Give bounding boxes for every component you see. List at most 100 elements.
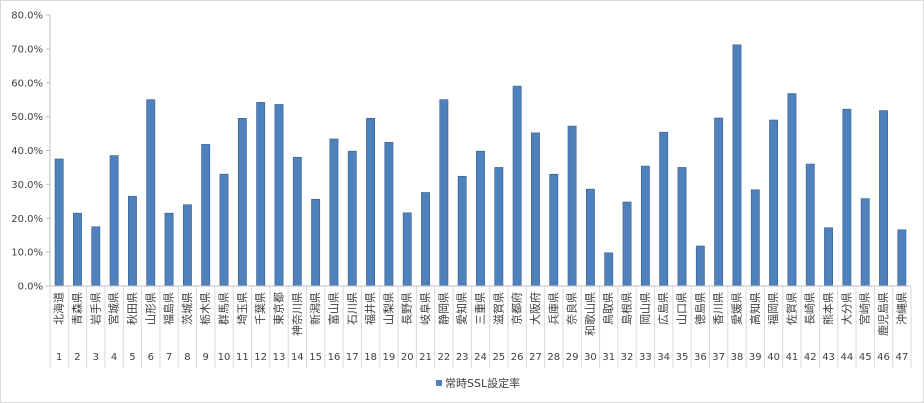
x-category-label: 宮崎県 bbox=[858, 292, 872, 325]
x-index-label: 35 bbox=[676, 352, 689, 363]
bar-44 bbox=[842, 108, 852, 287]
x-index-label: 41 bbox=[786, 352, 799, 363]
x-index-label: 2 bbox=[74, 352, 80, 363]
bar-28 bbox=[549, 173, 559, 287]
legend-swatch bbox=[436, 380, 442, 386]
x-index-label: 16 bbox=[328, 352, 341, 363]
bar-16 bbox=[329, 138, 339, 287]
x-category-label: 神奈川県 bbox=[290, 292, 304, 336]
bar-15 bbox=[311, 198, 321, 287]
x-category-label: 島根県 bbox=[620, 292, 634, 325]
x-category-label: 奈良県 bbox=[565, 292, 579, 325]
bar-29 bbox=[567, 125, 577, 287]
x-category-label: 福岡県 bbox=[766, 292, 780, 325]
bar-42 bbox=[805, 163, 815, 287]
x-index-label: 36 bbox=[694, 352, 707, 363]
x-index-label: 5 bbox=[129, 352, 135, 363]
x-index-label: 45 bbox=[859, 352, 872, 363]
x-index-label: 34 bbox=[657, 352, 670, 363]
bar-19 bbox=[384, 142, 394, 287]
x-index-label: 18 bbox=[364, 352, 377, 363]
bar-20 bbox=[402, 212, 412, 287]
x-category-label: 大阪府 bbox=[528, 292, 542, 325]
bar-12 bbox=[256, 102, 266, 287]
y-tick-label: 60.0% bbox=[11, 78, 43, 89]
x-category-label: 滋賀県 bbox=[492, 292, 505, 325]
y-axis: 0.0% 10.0% 20.0% 30.0% 40.0% 50.0% 60.0% 70.0% 8… bbox=[11, 11, 51, 293]
x-category-label: 青森県 bbox=[70, 292, 84, 325]
legend: 常時SSL設定率 bbox=[436, 376, 520, 390]
x-index-label: 25 bbox=[492, 352, 505, 363]
bar-46 bbox=[879, 110, 888, 287]
bar-40 bbox=[769, 119, 779, 287]
x-index-label: 9 bbox=[203, 352, 209, 363]
x-category-label: 熊本県 bbox=[821, 292, 835, 325]
x-category-label: 新潟県 bbox=[308, 292, 322, 325]
x-category-label: 福井県 bbox=[363, 292, 377, 325]
x-category-label: 埼玉県 bbox=[235, 292, 249, 325]
x-category-label: 静岡県 bbox=[436, 292, 450, 325]
y-tick-label: 40.0% bbox=[11, 146, 43, 157]
x-category-label: 佐賀県 bbox=[784, 292, 798, 325]
bar-8 bbox=[182, 204, 192, 287]
x-index-label: 20 bbox=[401, 352, 414, 363]
y-tick-label: 0.0% bbox=[18, 282, 43, 293]
x-index-label: 11 bbox=[236, 352, 249, 363]
bar-37 bbox=[714, 117, 724, 287]
bar-41 bbox=[787, 93, 797, 287]
bar-30 bbox=[585, 188, 595, 287]
x-index-label: 10 bbox=[218, 352, 231, 363]
x-category-label: 秋田県 bbox=[125, 292, 139, 325]
x-index-label: 8 bbox=[184, 352, 190, 363]
bar-39 bbox=[750, 189, 760, 287]
x-index-label: 30 bbox=[584, 352, 597, 363]
x-category-label: 石川県 bbox=[346, 292, 359, 325]
x-index-label: 32 bbox=[621, 352, 634, 363]
bar-23 bbox=[457, 175, 467, 287]
x-index-label: 40 bbox=[767, 352, 780, 363]
x-category-label: 香川県 bbox=[712, 292, 725, 325]
bar-26 bbox=[512, 85, 522, 287]
x-index-label: 21 bbox=[419, 352, 432, 363]
x-category-label: 鹿児島県 bbox=[876, 292, 890, 336]
x-category-label: 群馬県 bbox=[217, 292, 231, 325]
x-category-label: 高知県 bbox=[748, 292, 762, 325]
x-index-label: 42 bbox=[804, 352, 817, 363]
bar-24 bbox=[476, 150, 485, 287]
x-category-label: 大分県 bbox=[839, 292, 853, 325]
x-category-label: 兵庫県 bbox=[546, 292, 560, 325]
x-index-label: 3 bbox=[93, 352, 99, 363]
x-category-label: 和歌山県 bbox=[583, 292, 597, 336]
x-index-label: 39 bbox=[749, 352, 762, 363]
x-index-label: 24 bbox=[474, 352, 487, 363]
x-category-label: 山形県 bbox=[144, 292, 157, 325]
bar-10 bbox=[219, 173, 229, 287]
x-category-label: 長崎県 bbox=[803, 292, 817, 325]
x-category-label: 茨城県 bbox=[180, 292, 194, 325]
x-index-label: 38 bbox=[731, 352, 744, 363]
bar-7 bbox=[164, 212, 174, 287]
x-index-label: 19 bbox=[383, 352, 396, 363]
x-category-label: 三重県 bbox=[473, 292, 487, 325]
bar-45 bbox=[860, 198, 870, 287]
bar-3 bbox=[91, 226, 101, 287]
x-category-label: 千葉県 bbox=[253, 292, 267, 325]
x-category-label: 栃木県 bbox=[198, 292, 212, 325]
x-index-label: 37 bbox=[712, 352, 725, 363]
y-tick-label: 80.0% bbox=[11, 11, 43, 22]
x-category-label: 愛媛県 bbox=[729, 292, 743, 325]
x-index-label: 15 bbox=[309, 352, 322, 363]
x-category-label: 広島県 bbox=[656, 292, 670, 325]
bar-35 bbox=[677, 167, 687, 287]
bar-22 bbox=[439, 99, 449, 287]
x-category-label: 東京都 bbox=[271, 292, 285, 325]
x-category-label: 長野県 bbox=[401, 292, 414, 325]
bar-4 bbox=[109, 155, 119, 287]
legend-label: 常時SSL設定率 bbox=[445, 376, 520, 390]
x-category-label: 富山県 bbox=[326, 292, 340, 325]
bar-5 bbox=[128, 195, 137, 287]
bars bbox=[54, 44, 907, 287]
x-index-label: 14 bbox=[291, 352, 304, 363]
x-index-label: 1 bbox=[56, 352, 62, 363]
x-index-label: 43 bbox=[822, 352, 835, 363]
